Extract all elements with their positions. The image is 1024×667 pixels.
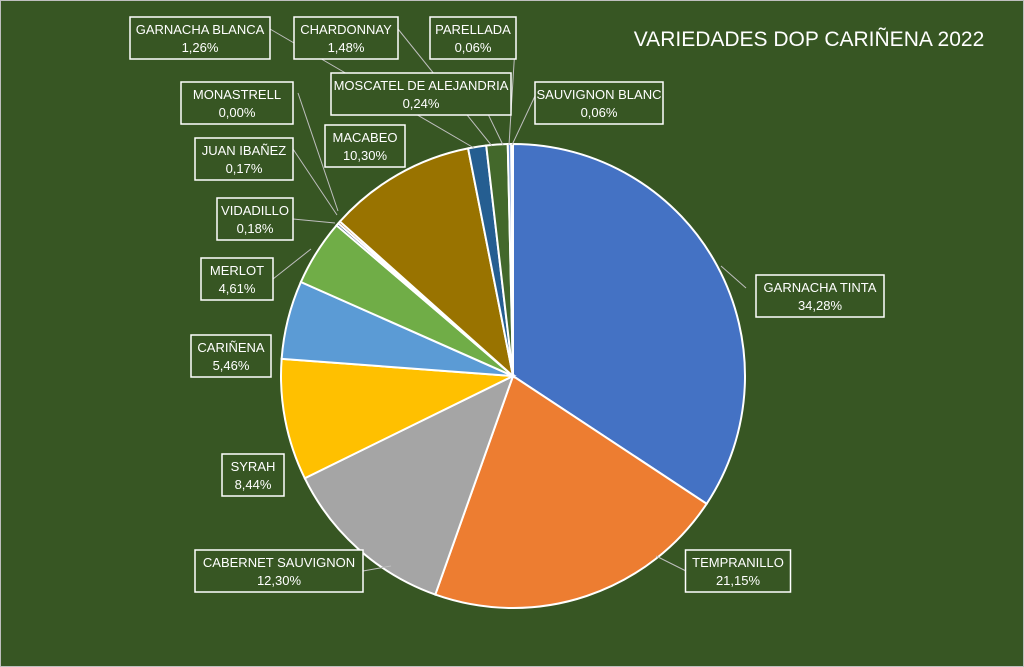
chart-title: VARIEDADES DOP CARIÑENA 2022 bbox=[634, 27, 985, 51]
slice-percent-label: 34,28% bbox=[798, 298, 843, 313]
data-label-vidadillo: VIDADILLO 0,18% bbox=[216, 197, 294, 241]
slice-name-label: GARNACHA BLANCA bbox=[136, 22, 265, 37]
leader-line-moscatel-de-alejandria bbox=[486, 111, 504, 146]
data-label-moscatel-de-alejandria: MOSCATEL DE ALEJANDRIA 0,24% bbox=[330, 72, 512, 116]
data-label-box bbox=[330, 72, 512, 116]
data-label-chardonnay: CHARDONNAY 1,48% bbox=[293, 16, 399, 60]
pie-slice-macabeo bbox=[338, 147, 515, 379]
data-label-carinena: CARIÑENA 5,46% bbox=[190, 334, 272, 378]
slice-percent-label: 12,30% bbox=[257, 573, 302, 588]
data-label-box bbox=[293, 16, 399, 60]
data-label-box bbox=[194, 549, 364, 593]
slice-name-label: GARNACHA TINTA bbox=[764, 280, 877, 295]
data-label-cabernet-sauvignon: CABERNET SAUVIGNON 12,30% bbox=[194, 549, 364, 593]
data-label-box bbox=[324, 124, 406, 168]
slice-name-label: MACABEO bbox=[332, 130, 397, 145]
leader-line-juan-ibanez bbox=[292, 148, 338, 216]
slice-name-label: MONASTRELL bbox=[193, 87, 281, 102]
slice-name-label: CABERNET SAUVIGNON bbox=[203, 555, 355, 570]
slice-percent-label: 0,06% bbox=[581, 105, 618, 120]
data-label-parellada: PARELLADA 0,06% bbox=[429, 16, 517, 60]
data-label-tempranillo: TEMPRANILLO 21,15% bbox=[684, 549, 792, 593]
pie-slice-sauvignon-blanc bbox=[511, 142, 514, 377]
leader-line-garnacha-tinta bbox=[720, 265, 747, 289]
data-label-merlot: MERLOT 4,61% bbox=[200, 257, 274, 301]
data-label-macabeo: MACABEO 10,30% bbox=[324, 124, 406, 168]
data-label-box bbox=[200, 257, 274, 301]
data-labels: GARNACHA TINTA 34,28% TEMPRANILLO 21,15% CAB… bbox=[129, 16, 885, 593]
slice-name-label: CARIÑENA bbox=[197, 340, 265, 355]
leader-line-cabernet-sauvignon bbox=[362, 565, 392, 572]
slice-name-label: JUAN IBAÑEZ bbox=[202, 143, 287, 158]
data-label-syrah: SYRAH 8,44% bbox=[221, 453, 285, 497]
pie-slice-syrah bbox=[280, 357, 517, 480]
pie-slice-cabernet-sauvignon bbox=[303, 374, 515, 596]
slice-percent-label: 0,00% bbox=[219, 105, 256, 120]
data-label-garnacha-tinta: GARNACHA TINTA 34,28% bbox=[755, 274, 885, 318]
slice-percent-label: 21,15% bbox=[716, 573, 761, 588]
slice-percent-label: 8,44% bbox=[235, 477, 272, 492]
slice-percent-label: 5,46% bbox=[213, 358, 250, 373]
leader-line-merlot bbox=[272, 248, 312, 280]
slice-name-label: CHARDONNAY bbox=[300, 22, 392, 37]
slice-percent-label: 0,24% bbox=[403, 96, 440, 111]
data-label-box bbox=[194, 137, 294, 181]
data-label-box bbox=[221, 453, 285, 497]
leader-line-vidadillo bbox=[292, 218, 336, 224]
data-label-juan-ibanez: JUAN IBAÑEZ 0,17% bbox=[194, 137, 294, 181]
pie-slices bbox=[280, 142, 746, 609]
leader-line-tempranillo bbox=[655, 555, 687, 572]
data-label-box bbox=[216, 197, 294, 241]
slice-name-label: MOSCATEL DE ALEJANDRIA bbox=[334, 78, 509, 93]
data-label-box bbox=[684, 549, 792, 593]
slice-name-label: TEMPRANILLO bbox=[692, 555, 784, 570]
slice-percent-label: 1,48% bbox=[328, 40, 365, 55]
slice-percent-label: 0,17% bbox=[226, 161, 263, 176]
slice-name-label: MERLOT bbox=[210, 263, 264, 278]
pie-slice-tempranillo bbox=[434, 374, 709, 609]
slice-name-label: PARELLADA bbox=[435, 22, 511, 37]
slice-name-label: SYRAH bbox=[231, 459, 276, 474]
slice-name-label: SAUVIGNON BLANC bbox=[537, 87, 662, 102]
leader-line-sauvignon-blanc bbox=[511, 95, 536, 146]
data-label-box bbox=[190, 334, 272, 378]
slice-percent-label: 0,06% bbox=[455, 40, 492, 55]
slice-percent-label: 0,18% bbox=[237, 221, 274, 236]
data-label-box bbox=[129, 16, 271, 60]
leader-line-monastrell bbox=[297, 92, 339, 212]
data-label-box bbox=[755, 274, 885, 318]
data-label-box bbox=[534, 81, 664, 125]
data-label-box bbox=[180, 81, 294, 125]
slice-percent-label: 4,61% bbox=[219, 281, 256, 296]
data-label-box bbox=[429, 16, 517, 60]
data-label-sauvignon-blanc: SAUVIGNON BLANC 0,06% bbox=[534, 81, 664, 125]
data-label-monastrell: MONASTRELL 0,00% bbox=[180, 81, 294, 125]
slice-percent-label: 1,26% bbox=[182, 40, 219, 55]
slice-name-label: VIDADILLO bbox=[221, 203, 289, 218]
slice-percent-label: 10,30% bbox=[343, 148, 388, 163]
data-label-garnacha-blanca: GARNACHA BLANCA 1,26% bbox=[129, 16, 271, 60]
